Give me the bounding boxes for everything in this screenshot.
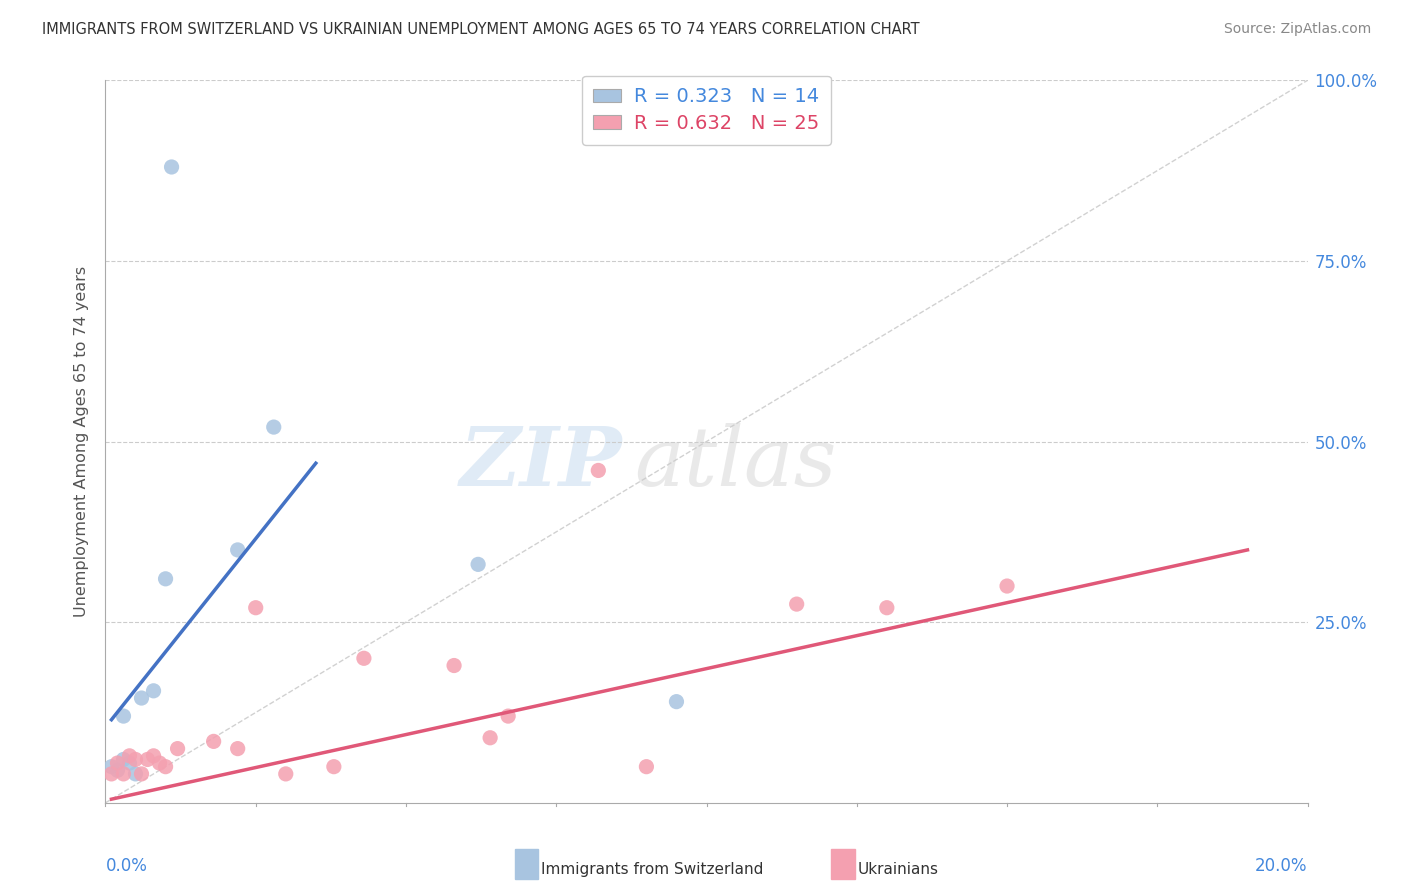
Point — [155, 760, 177, 774]
Point — [353, 651, 375, 665]
Point — [148, 756, 170, 770]
Text: ZIP: ZIP — [460, 423, 623, 503]
Point — [131, 767, 153, 781]
Point — [467, 558, 489, 572]
Point — [995, 579, 1018, 593]
Legend: R = 0.323   N = 14, R = 0.632   N = 25: R = 0.323 N = 14, R = 0.632 N = 25 — [582, 76, 831, 145]
Point — [112, 709, 135, 723]
Point — [107, 764, 129, 778]
Point — [131, 691, 153, 706]
Point — [496, 709, 519, 723]
Point — [142, 748, 165, 763]
Point — [443, 658, 465, 673]
Point — [100, 760, 122, 774]
Point — [155, 572, 177, 586]
Point — [100, 767, 122, 781]
Y-axis label: Unemployment Among Ages 65 to 74 years: Unemployment Among Ages 65 to 74 years — [73, 266, 89, 617]
Point — [636, 760, 658, 774]
Text: 20.0%: 20.0% — [1256, 857, 1308, 875]
Point — [322, 760, 344, 774]
Point — [118, 748, 141, 763]
Point — [245, 600, 267, 615]
Point — [160, 160, 183, 174]
Point — [263, 420, 285, 434]
Point — [479, 731, 502, 745]
Point — [136, 752, 159, 766]
Point — [876, 600, 898, 615]
Text: atlas: atlas — [634, 423, 837, 503]
Point — [112, 767, 135, 781]
Point — [226, 741, 249, 756]
Text: IMMIGRANTS FROM SWITZERLAND VS UKRAINIAN UNEMPLOYMENT AMONG AGES 65 TO 74 YEARS : IMMIGRANTS FROM SWITZERLAND VS UKRAINIAN… — [42, 22, 920, 37]
Point — [118, 756, 141, 770]
Point — [226, 542, 249, 557]
Point — [112, 752, 135, 766]
Point — [274, 767, 297, 781]
Text: Source: ZipAtlas.com: Source: ZipAtlas.com — [1223, 22, 1371, 37]
Point — [142, 683, 165, 698]
Point — [588, 463, 610, 477]
Text: 0.0%: 0.0% — [105, 857, 148, 875]
Point — [665, 695, 688, 709]
Point — [124, 752, 146, 766]
Text: Ukrainians: Ukrainians — [858, 863, 939, 877]
Text: Immigrants from Switzerland: Immigrants from Switzerland — [541, 863, 763, 877]
Point — [166, 741, 188, 756]
Point — [124, 767, 146, 781]
Point — [202, 734, 225, 748]
Point — [786, 597, 808, 611]
Point — [107, 756, 129, 770]
